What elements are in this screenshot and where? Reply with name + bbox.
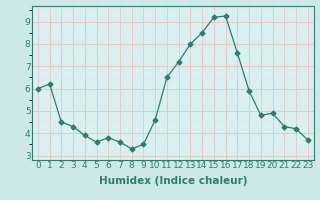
X-axis label: Humidex (Indice chaleur): Humidex (Indice chaleur) [99,176,247,186]
